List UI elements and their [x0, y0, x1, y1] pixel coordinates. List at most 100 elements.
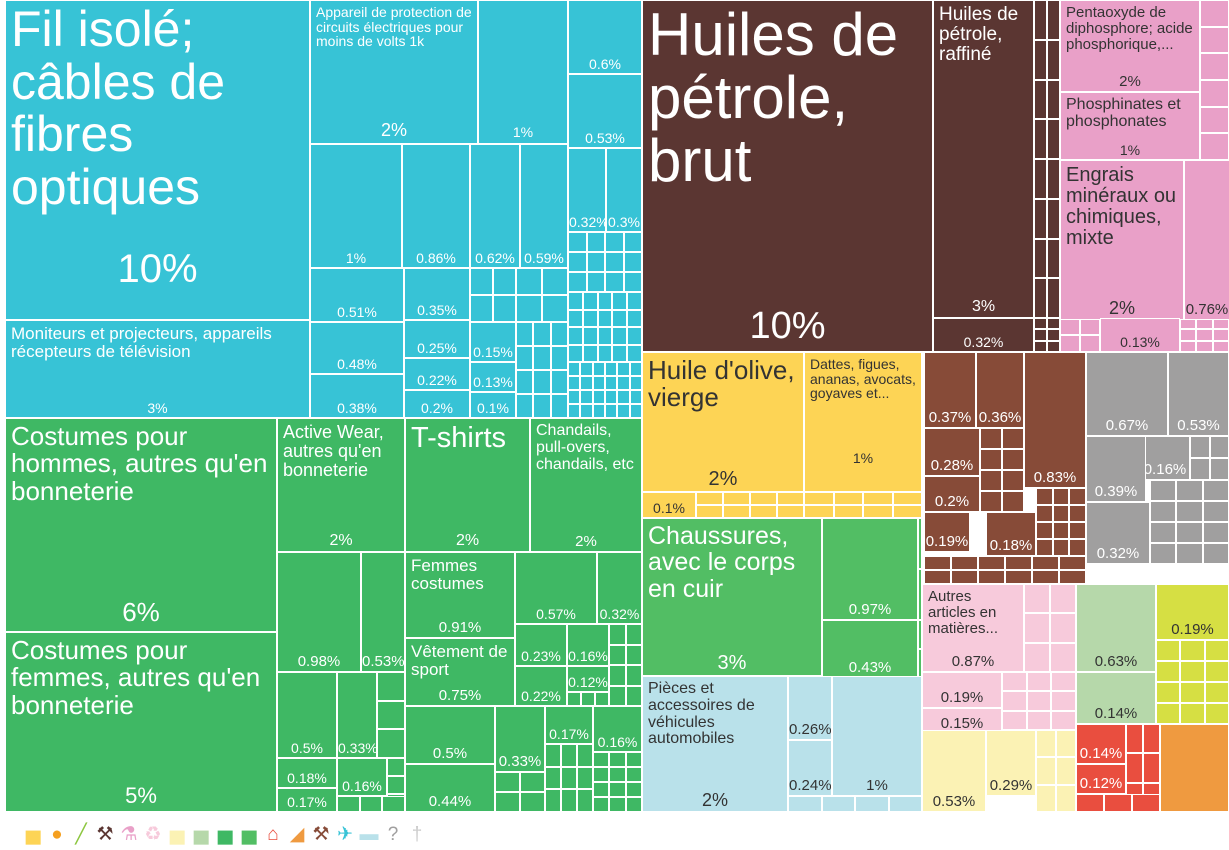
treemap-tile: 0.97%	[822, 518, 918, 620]
treemap-small-tile	[833, 505, 863, 518]
treemap-small-tile	[597, 309, 613, 327]
tile-value: 0.38%	[337, 400, 377, 416]
treemap-small-tile	[1204, 661, 1229, 682]
textiles-icon[interactable]: ▅	[217, 824, 233, 845]
treemap-tile: 0.18%	[986, 512, 1036, 556]
treemap-small-tile	[1034, 238, 1047, 279]
treemap-small-tile	[1204, 682, 1229, 703]
tile-value: 0.76%	[1185, 301, 1229, 318]
wood-products-icon[interactable]: ▅	[193, 824, 209, 845]
treemap-small-tile	[978, 556, 1005, 570]
tile-value: 1%	[852, 450, 874, 466]
treemap-small-tile	[625, 685, 642, 706]
hides-skins-icon[interactable]: ▅	[169, 824, 185, 845]
tile-value: 2%	[455, 532, 480, 549]
treemap-tile: Vêtement de sport 0.75%	[405, 638, 515, 706]
chemical-products-icon[interactable]: ⚗	[120, 824, 138, 845]
animal-products-icon[interactable]: ▅	[25, 824, 41, 845]
treemap-small-tile	[1047, 119, 1060, 159]
foodstuffs-icon[interactable]: ╱	[75, 824, 87, 845]
treemap-tile: 0.16%	[593, 706, 642, 752]
treemap-small-tile	[580, 404, 593, 418]
tile-value: 0.3%	[608, 214, 640, 230]
treemap-tile: 0.22%	[404, 358, 470, 390]
tile-value: 0.16%	[597, 734, 638, 750]
tile-value: 0.48%	[337, 356, 377, 372]
treemap-small-tile	[1024, 584, 1050, 614]
treemap-small-tile	[629, 390, 642, 404]
tile-value: 0.2%	[934, 493, 970, 510]
treemap-small-tile	[627, 292, 642, 310]
treemap-tile: 0.62%	[470, 144, 520, 268]
treemap-tile: 1%	[832, 676, 922, 796]
tile-value: 0.26%	[789, 721, 832, 738]
tile-value: 0.19%	[1171, 621, 1214, 638]
treemap-tile: Costumes pour femmes, autres qu'en bonne…	[5, 632, 277, 812]
treemap-small-tile	[1047, 318, 1060, 330]
treemap-small-tile	[1180, 640, 1205, 661]
treemap-tile	[1160, 724, 1229, 812]
treemap-small-tile	[609, 752, 626, 767]
treemap-tile: Chandails, pull-overs, chandails, etc 2%	[530, 418, 642, 552]
tile-value: 2%	[708, 468, 738, 490]
treemap-small-tile	[1051, 710, 1076, 730]
treemap-tile: 0.67%	[1086, 352, 1168, 436]
stone-glass-icon[interactable]: ⌂	[267, 824, 279, 845]
treemap-tile: 0.5%	[277, 672, 337, 758]
treemap-small-tile	[612, 344, 628, 362]
treemap-small-tile	[821, 796, 855, 812]
treemap-small-tile	[980, 470, 1002, 491]
treemap-small-tile	[804, 505, 834, 518]
treemap-tile: 0.57%	[515, 552, 597, 624]
treemap-small-tile	[1047, 238, 1060, 279]
transportation-icon[interactable]: ✈	[337, 824, 353, 845]
treemap-small-tile	[533, 370, 551, 394]
treemap-small-tile	[387, 758, 405, 776]
treemap-small-tile	[550, 370, 568, 394]
treemap-small-tile	[377, 672, 405, 701]
treemap-small-tile	[1060, 335, 1080, 352]
treemap-tile: 0.32%	[1086, 502, 1150, 564]
tile-label: Costumes pour femmes, autres qu'en bonne…	[11, 635, 261, 720]
treemap-tile: 0.17%	[545, 706, 593, 744]
tile-value: 0.28%	[930, 457, 974, 474]
plastics-rubbers-icon[interactable]: ♻	[144, 824, 162, 845]
treemap-small-tile	[1202, 522, 1229, 543]
treemap-small-tile	[1056, 730, 1076, 758]
tile-label: Active Wear, autres qu'en bonneterie	[283, 422, 384, 480]
tile-value: 0.14%	[1094, 705, 1138, 722]
treemap-small-tile	[1156, 703, 1181, 724]
machines-icon[interactable]: ⚒	[312, 824, 330, 845]
tile-value: 0.33%	[338, 740, 377, 756]
treemap-small-tile	[581, 692, 595, 706]
treemap-small-tile	[1076, 794, 1104, 812]
treemap-small-tile	[592, 404, 605, 418]
treemap-small-tile	[617, 404, 630, 418]
vegetable-products-icon[interactable]: ●	[51, 824, 63, 845]
tile-value: 2%	[1108, 298, 1135, 318]
tile-value: 0.91%	[438, 619, 482, 636]
weapons-icon[interactable]: †	[411, 824, 423, 845]
treemap-small-tile	[1176, 480, 1203, 501]
treemap-small-tile	[1026, 691, 1052, 711]
treemap-small-tile	[595, 692, 609, 706]
footwear-icon[interactable]: ▅	[241, 824, 257, 845]
tile-value: 0.6%	[589, 56, 621, 72]
treemap-small-tile	[550, 346, 568, 370]
tile-value: 10%	[117, 247, 198, 291]
treemap-small-tile	[580, 390, 593, 404]
tile-value: 0.51%	[337, 304, 377, 320]
treemap-small-tile	[1180, 661, 1205, 682]
mineral-products-icon[interactable]: ⚒	[96, 824, 114, 845]
treemap-small-tile	[623, 232, 642, 252]
tile-label: Moniteurs et projecteurs, appareils réce…	[11, 324, 272, 361]
metals-icon[interactable]: ◢	[289, 824, 305, 845]
treemap-small-tile	[1056, 757, 1076, 785]
miscellaneous-icon[interactable]: ?	[387, 824, 399, 845]
treemap-small-tile	[1204, 640, 1229, 661]
tile-value: 2%	[329, 532, 353, 549]
vehicles-icon[interactable]: ▬	[359, 824, 379, 845]
treemap-small-tile	[359, 796, 383, 812]
tile-value: 0.13%	[473, 374, 513, 390]
treemap-small-tile	[978, 570, 1005, 584]
